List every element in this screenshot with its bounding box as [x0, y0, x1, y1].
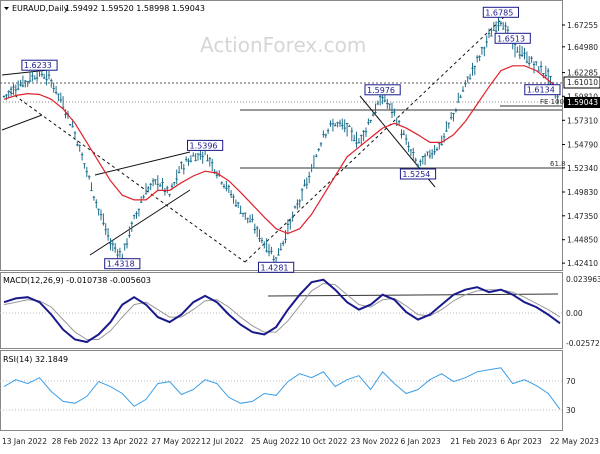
- swing-label-box: [524, 84, 561, 96]
- price-tick-label: 1.62285: [567, 69, 598, 78]
- date-tick-label: 13 Jan 2022: [2, 437, 47, 446]
- rsi-panel-frame: [0, 350, 563, 431]
- trendline-dashed-down: [9, 91, 246, 263]
- price-tick-label: 1.42410: [567, 259, 598, 268]
- swing-label-box: [258, 261, 295, 273]
- price-tick-label: 1.54790: [567, 141, 598, 150]
- channel-upper: [94, 151, 191, 176]
- ohlc-readout: 1.59492 1.59520 1.58998 1.59043: [65, 4, 205, 13]
- swing-label: 1.5976: [367, 86, 395, 95]
- channel-lower: [89, 189, 191, 256]
- swing-label: 1.6785: [485, 8, 513, 17]
- date-tick-label: 25 Aug 2022: [251, 437, 299, 446]
- macd-tick-top: 0.023963: [566, 275, 600, 284]
- trendline-top-jan: [1, 69, 49, 76]
- watermark: ActionForex.com: [200, 33, 366, 57]
- date-tick-label: 13 Apr 2022: [102, 437, 149, 446]
- swing-labels: 1.6233 1.5396 1.4318 1.4281 1.5976 1.5254 1.67…: [21, 6, 561, 273]
- dropdown-triangle-icon: [4, 7, 9, 10]
- swing-label-box: [494, 32, 531, 44]
- macd-signal-line: [3, 282, 561, 340]
- date-tick-label: 28 Feb 2022: [52, 437, 99, 446]
- price-axis: 1.67255 1.64980 1.62285 1.59810 1.57310 1.547…: [562, 21, 598, 268]
- swing-label-box: [104, 258, 141, 270]
- date-tick-label: 22 May 2023: [550, 437, 599, 446]
- rsi-tick-70: 70: [566, 377, 576, 386]
- price-tick-label: 1.47350: [567, 212, 598, 221]
- swing-label-box: [21, 59, 58, 71]
- date-tick-label: 6 Jan 2023: [401, 437, 441, 446]
- price-tag-current: 1.59043: [567, 98, 598, 107]
- swing-label: 1.6134: [527, 86, 555, 95]
- price-tick-label: 1.67255: [567, 21, 598, 30]
- rsi-tick-30: 30: [566, 406, 576, 415]
- rsi-line: [3, 367, 561, 410]
- price-tag-1: 1.61010: [567, 78, 598, 87]
- date-tick-label: 21 Feb 2023: [450, 437, 497, 446]
- swing-label-box: [364, 84, 401, 96]
- date-tick-label: 27 May 2022: [152, 437, 201, 446]
- macd-tick-zero: 0.00: [566, 309, 583, 318]
- macd-title: MACD(12,26,9) -0.010738 -0.005603: [3, 276, 151, 285]
- price-tick-label: 1.44850: [567, 236, 598, 245]
- price-tag-box-current: [564, 97, 600, 108]
- price-tick-label: 1.64980: [567, 43, 598, 52]
- swing-label: 1.6513: [497, 34, 525, 43]
- price-tag-box-1: [563, 76, 600, 89]
- trendline-bottom-jan: [1, 114, 43, 131]
- price-tick-label: 1.57310: [567, 116, 598, 125]
- macd-tick-bottom: -0.025726: [566, 339, 600, 348]
- price-tick-label: 1.59810: [567, 92, 598, 101]
- swing-label: 1.4281: [261, 263, 289, 272]
- swing-label: 1.5254: [402, 170, 430, 179]
- date-tick-label: 12 Jul 2022: [201, 437, 244, 446]
- date-axis: 13 Jan 2022 28 Feb 2022 13 Apr 2022 27 May …: [2, 437, 599, 446]
- swing-label: 1.5396: [190, 141, 218, 150]
- macd-line: [3, 278, 561, 344]
- date-tick-label: 6 Apr 2023: [500, 437, 542, 446]
- date-tick-label: 10 Oct 2022: [301, 437, 348, 446]
- symbol-title: EURAUD,Daily: [12, 4, 69, 13]
- swing-label-box: [482, 6, 519, 18]
- moving-average-line: [3, 65, 561, 235]
- price-tick-label: 1.52340: [567, 164, 598, 173]
- price-tick-label: 1.49830: [567, 188, 598, 197]
- rsi-title: RSI(14) 32.1849: [3, 355, 68, 364]
- swing-label-box: [187, 139, 224, 151]
- swing-label: 1.6233: [24, 61, 52, 70]
- fib-label-618: 61.8: [550, 160, 566, 168]
- swing-label-box: [399, 168, 437, 180]
- fe-label: FE 100.0: [540, 98, 571, 106]
- candlestick-series: [2, 17, 559, 266]
- swing-label: 1.4318: [107, 260, 135, 269]
- date-tick-label: 23 Nov 2022: [351, 437, 399, 446]
